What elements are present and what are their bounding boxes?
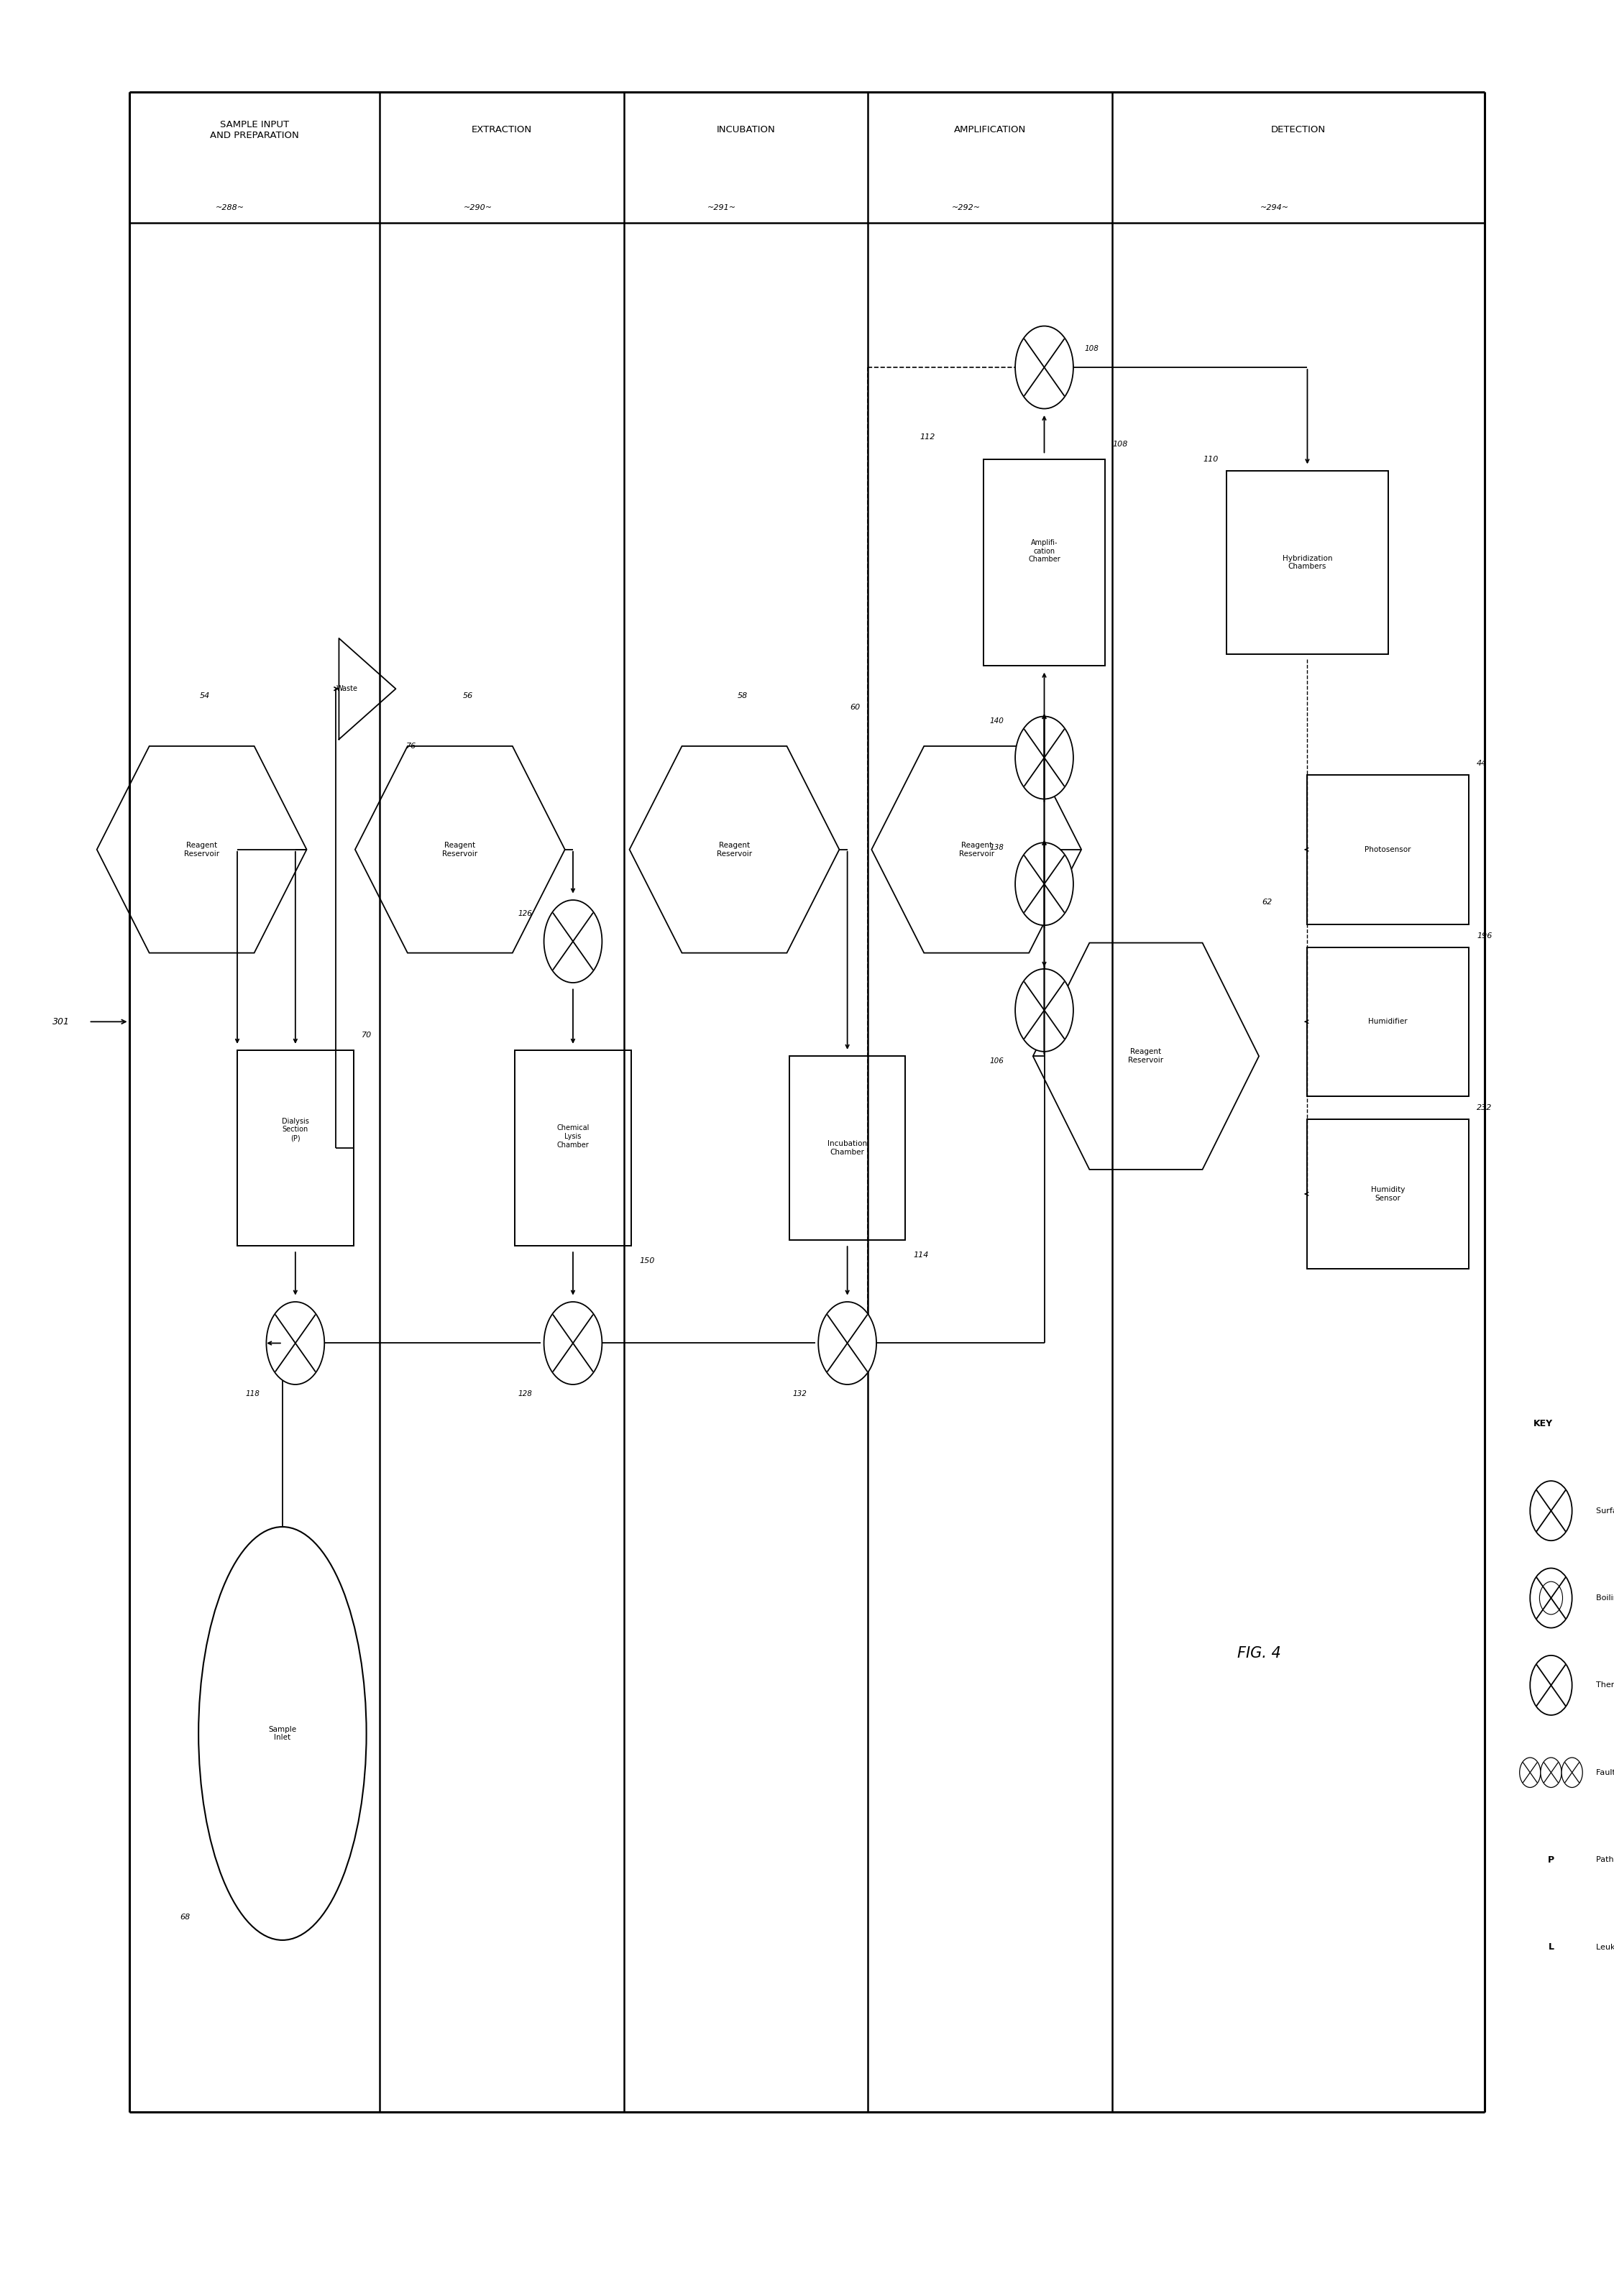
Text: FIG. 4: FIG. 4 <box>1236 1646 1282 1660</box>
Text: 54: 54 <box>200 691 210 700</box>
Text: Hybridization
Chambers: Hybridization Chambers <box>1283 556 1332 569</box>
Text: 70: 70 <box>362 1031 371 1038</box>
Text: 110: 110 <box>1202 455 1219 464</box>
Text: Reagent
Reservoir: Reagent Reservoir <box>717 843 752 856</box>
Text: ~291~: ~291~ <box>707 204 736 211</box>
Text: 196: 196 <box>1477 932 1493 939</box>
Text: ~290~: ~290~ <box>463 204 492 211</box>
Text: Reagent
Reservoir: Reagent Reservoir <box>442 843 478 856</box>
Text: 128: 128 <box>518 1389 533 1398</box>
Text: Incubation
Chamber: Incubation Chamber <box>828 1141 867 1155</box>
Text: 44: 44 <box>1477 760 1486 767</box>
Text: Fault tolerant valve array: Fault tolerant valve array <box>1596 1768 1614 1777</box>
Text: 132: 132 <box>792 1389 807 1398</box>
Text: INCUBATION: INCUBATION <box>717 126 775 135</box>
Text: ~294~: ~294~ <box>1261 204 1288 211</box>
Text: 108: 108 <box>1114 441 1128 448</box>
FancyBboxPatch shape <box>237 1052 353 1244</box>
Circle shape <box>1519 1759 1540 1786</box>
Text: Humidity
Sensor: Humidity Sensor <box>1370 1187 1406 1201</box>
Circle shape <box>1015 326 1073 409</box>
Text: 150: 150 <box>639 1258 655 1265</box>
Text: 108: 108 <box>1085 344 1099 354</box>
Text: Reagent
Reservoir: Reagent Reservoir <box>959 843 994 856</box>
Text: 60: 60 <box>851 703 860 712</box>
Text: ~288~: ~288~ <box>216 204 245 211</box>
FancyBboxPatch shape <box>1307 946 1469 1095</box>
Circle shape <box>1530 1568 1572 1628</box>
Text: 126: 126 <box>518 909 533 918</box>
Text: 68: 68 <box>181 1913 190 1922</box>
Text: Thermal bend actuator valve: Thermal bend actuator valve <box>1596 1681 1614 1690</box>
Text: 114: 114 <box>914 1251 930 1258</box>
Text: Reagent
Reservoir: Reagent Reservoir <box>1128 1049 1164 1063</box>
Circle shape <box>1015 969 1073 1052</box>
Text: 301: 301 <box>53 1017 69 1026</box>
FancyBboxPatch shape <box>789 1056 905 1240</box>
Text: 232: 232 <box>1477 1104 1493 1111</box>
Text: Surface tension valve: Surface tension valve <box>1596 1506 1614 1515</box>
Text: Sample
Inlet: Sample Inlet <box>268 1727 297 1740</box>
Circle shape <box>266 1302 324 1384</box>
Circle shape <box>1015 716 1073 799</box>
Text: 138: 138 <box>989 843 1004 852</box>
Circle shape <box>1530 1481 1572 1541</box>
Text: Boiling - initiated valve: Boiling - initiated valve <box>1596 1593 1614 1603</box>
Text: SAMPLE INPUT
AND PREPARATION: SAMPLE INPUT AND PREPARATION <box>210 119 299 140</box>
Text: Amplifi-
cation
Chamber: Amplifi- cation Chamber <box>1028 540 1060 563</box>
Text: KEY: KEY <box>1533 1419 1553 1428</box>
Text: Dialysis
Section
(P): Dialysis Section (P) <box>282 1118 308 1141</box>
Text: 112: 112 <box>920 434 936 441</box>
Text: 62: 62 <box>1262 898 1272 907</box>
Circle shape <box>1015 843 1073 925</box>
Text: 118: 118 <box>245 1389 260 1398</box>
Text: EXTRACTION: EXTRACTION <box>471 126 533 135</box>
Circle shape <box>544 1302 602 1384</box>
Text: Leukocyte target: Leukocyte target <box>1596 1942 1614 1952</box>
Text: Humidifier: Humidifier <box>1369 1017 1407 1026</box>
Circle shape <box>1562 1759 1583 1786</box>
Text: 140: 140 <box>989 716 1004 726</box>
Text: AMPLIFICATION: AMPLIFICATION <box>954 126 1027 135</box>
Text: Chemical
Lysis
Chamber: Chemical Lysis Chamber <box>557 1125 589 1148</box>
Circle shape <box>544 900 602 983</box>
Text: Waste: Waste <box>336 684 358 693</box>
Text: P: P <box>1548 1855 1554 1864</box>
Text: DETECTION: DETECTION <box>1272 126 1325 135</box>
Text: ~292~: ~292~ <box>951 204 980 211</box>
Text: L: L <box>1548 1942 1554 1952</box>
FancyBboxPatch shape <box>1307 776 1469 923</box>
FancyBboxPatch shape <box>1227 471 1388 654</box>
Circle shape <box>1540 1759 1562 1786</box>
Text: Photosensor: Photosensor <box>1365 845 1411 854</box>
Text: 106: 106 <box>989 1056 1004 1065</box>
FancyBboxPatch shape <box>515 1052 631 1244</box>
Text: 56: 56 <box>463 691 473 700</box>
Circle shape <box>1530 1655 1572 1715</box>
FancyBboxPatch shape <box>1307 1120 1469 1267</box>
Text: Reagent
Reservoir: Reagent Reservoir <box>184 843 220 856</box>
Text: 58: 58 <box>738 691 747 700</box>
Text: Pathogen target: Pathogen target <box>1596 1855 1614 1864</box>
FancyBboxPatch shape <box>985 459 1106 666</box>
Circle shape <box>818 1302 876 1384</box>
Text: 76: 76 <box>407 742 416 751</box>
